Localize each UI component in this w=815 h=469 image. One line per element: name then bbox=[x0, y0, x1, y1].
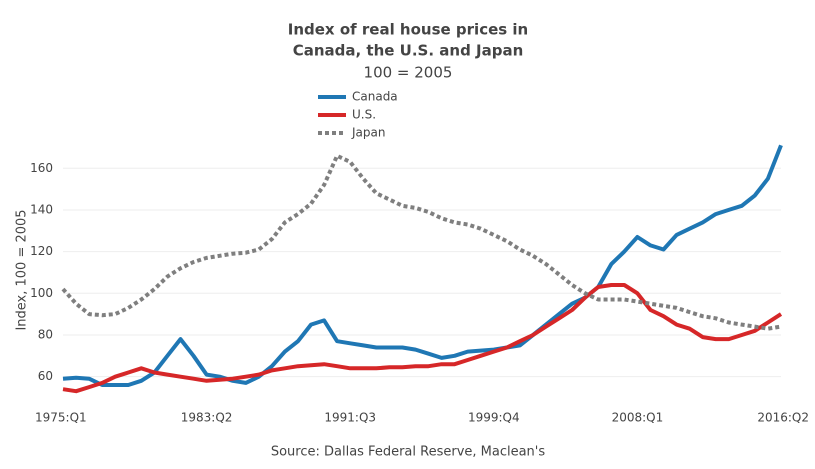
y-tick-label: 140 bbox=[30, 202, 53, 216]
chart-subtitle: 100 = 2005 bbox=[364, 64, 453, 82]
y-tick-label: 160 bbox=[30, 161, 53, 175]
line-series bbox=[62, 283, 783, 394]
x-tick-label: 1983:Q2 bbox=[181, 411, 233, 425]
legend-label: Japan bbox=[351, 126, 385, 140]
y-tick-label: 60 bbox=[38, 369, 53, 383]
x-tick-label: 2016:Q2 bbox=[757, 411, 809, 425]
line-series bbox=[62, 144, 783, 387]
chart-title: Canada, the U.S. and Japan bbox=[293, 42, 524, 60]
source: Source: Dallas Federal Reserve, Maclean'… bbox=[271, 445, 546, 460]
y-tick-label: 80 bbox=[38, 327, 53, 341]
x-tick-label: 2008:Q1 bbox=[612, 411, 664, 425]
y-tick-label: 100 bbox=[30, 286, 53, 300]
x-tick-label: 1999:Q4 bbox=[468, 411, 520, 425]
y-tick-label: 120 bbox=[30, 244, 53, 258]
y-axis-label: Index, 100 = 2005 bbox=[15, 209, 30, 330]
legend-label: U.S. bbox=[352, 108, 376, 122]
x-tick-label: 1975:Q1 bbox=[35, 411, 87, 425]
chart-title: Index of real house prices in bbox=[288, 21, 528, 39]
legend-label: Canada bbox=[352, 90, 398, 104]
x-tick-label: 1991:Q3 bbox=[324, 411, 376, 425]
line-series bbox=[61, 153, 782, 331]
